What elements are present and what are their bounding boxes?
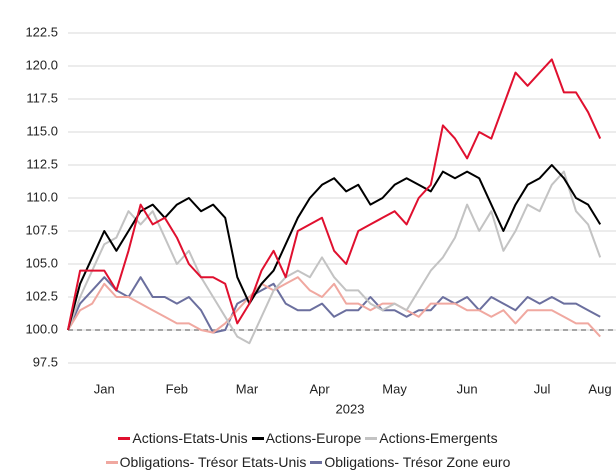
legend-swatch [251,436,264,440]
y-tick-label: 97.5 [33,354,58,369]
x-tick-label: Mar [236,381,259,396]
x-tick-label: May [382,381,407,396]
series-line [67,276,601,334]
x-tick-label: Jan [94,381,115,396]
y-tick-label: 110.0 [26,189,58,204]
legend-item: Actions-Europe [251,430,362,446]
legend-label: Obligations- Trésor Etats-Unis [119,454,307,470]
legend-row: Obligations- Trésor Etats-Unis Obligation… [0,450,616,474]
y-tick-label: 117.5 [26,90,58,105]
legend-swatch [118,436,131,440]
legend-label: Actions-Etats-Unis [132,430,248,446]
y-tick-label: 107.5 [25,222,58,237]
legend-item: Obligations- Trésor Etats-Unis [105,454,307,470]
y-tick-label: 102.5 [25,288,58,303]
series-line [67,276,601,338]
legend-swatch [365,436,378,440]
series-line [67,164,602,331]
series-line [67,58,602,331]
y-tick-label: 105.0 [25,255,58,270]
legend: Actions-Etats-Unis Actions-Europe Actions-… [0,426,616,474]
legend-item: Actions-Etats-Unis [118,430,248,446]
legend-swatch [105,460,118,464]
x-tick-label: Apr [309,381,330,396]
legend-label: Actions-Europe [265,430,362,446]
legend-item: Obligations- Trésor Zone euro [310,454,510,470]
legend-item: Actions-Emergents [365,430,498,446]
y-tick-label: 112.5 [26,156,58,171]
series-line [67,170,602,345]
y-tick-label: 122.5 [25,24,58,39]
legend-label: Obligations- Trésor Zone euro [324,454,511,470]
y-tick-label: 100.0 [25,321,58,336]
legend-label: Actions-Emergents [379,430,498,446]
x-tick-label: Jul [534,381,551,396]
x-tick-label: Aug [588,381,611,396]
legend-swatch [310,460,323,464]
x-tick-label: Feb [166,381,188,396]
legend-row: Actions-Etats-Unis Actions-Europe Actions-… [0,426,616,450]
y-tick-label: 120.0 [25,57,58,72]
x-axis-label: 2023 [336,401,365,416]
x-tick-label: Jun [457,381,478,396]
y-tick-label: 115.0 [26,123,58,138]
chart: 2023 97.5 100.0 102.5 105.0 107.5 110.0 112.5 1… [25,24,616,416]
